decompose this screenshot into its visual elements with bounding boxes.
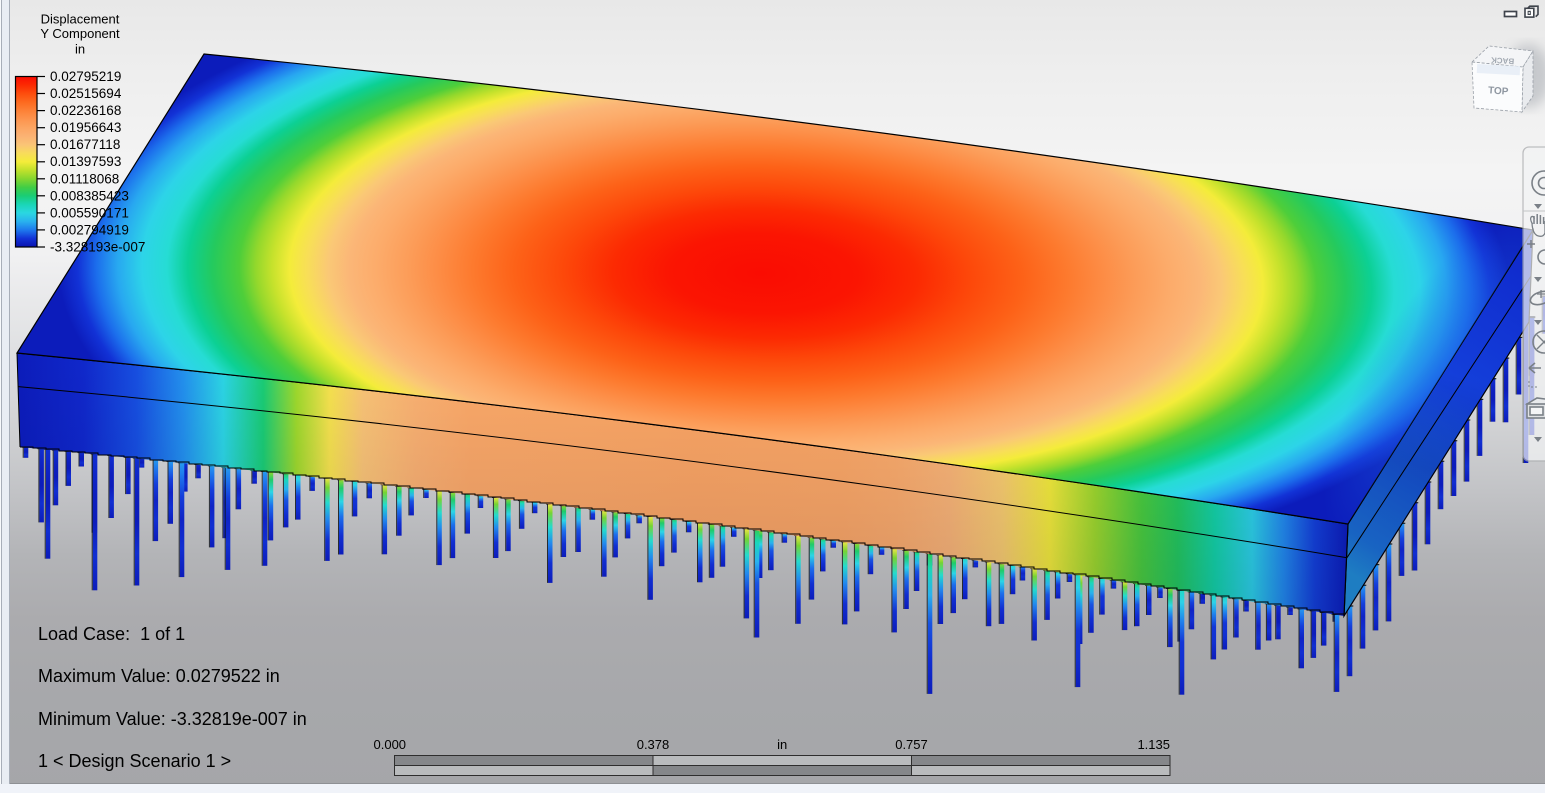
svg-text:0.01956643: 0.01956643 [50, 120, 121, 135]
svg-text:0.008385423: 0.008385423 [50, 188, 129, 203]
svg-text:0.01677118: 0.01677118 [50, 137, 120, 152]
svg-text:TOP: TOP [1488, 85, 1509, 97]
svg-text:0.02515694: 0.02515694 [50, 86, 122, 101]
svg-text:1.135: 1.135 [1137, 737, 1170, 752]
svg-text:Displacement: Displacement [41, 12, 120, 27]
svg-text:-3.328193e-007: -3.328193e-007 [50, 240, 145, 255]
svg-text:0.000: 0.000 [374, 737, 407, 752]
svg-text:Minimum Value: -3.32819e-007 i: Minimum Value: -3.32819e-007 in [38, 709, 307, 729]
svg-text:0.757: 0.757 [895, 737, 928, 752]
svg-text:Maximum Value: 0.0279522 in: Maximum Value: 0.0279522 in [38, 666, 280, 686]
svg-text:Load Case: 1 of 1: Load Case: 1 of 1 [38, 624, 185, 644]
svg-text:in: in [75, 42, 85, 57]
svg-text:0.378: 0.378 [637, 737, 670, 752]
svg-text:BACK: BACK [1491, 55, 1515, 66]
svg-text:0.002794919: 0.002794919 [50, 222, 129, 237]
svg-text:1 < Design Scenario 1 >: 1 < Design Scenario 1 > [38, 751, 231, 771]
svg-text:0.02236168: 0.02236168 [50, 103, 121, 118]
svg-text:0.02795219: 0.02795219 [50, 69, 121, 84]
svg-text:in: in [777, 737, 787, 752]
svg-text:Y Component: Y Component [40, 26, 120, 41]
svg-text:0.01118068: 0.01118068 [50, 171, 119, 186]
svg-text:0.005590171: 0.005590171 [50, 205, 129, 220]
svg-text:0.01397593: 0.01397593 [50, 154, 121, 169]
